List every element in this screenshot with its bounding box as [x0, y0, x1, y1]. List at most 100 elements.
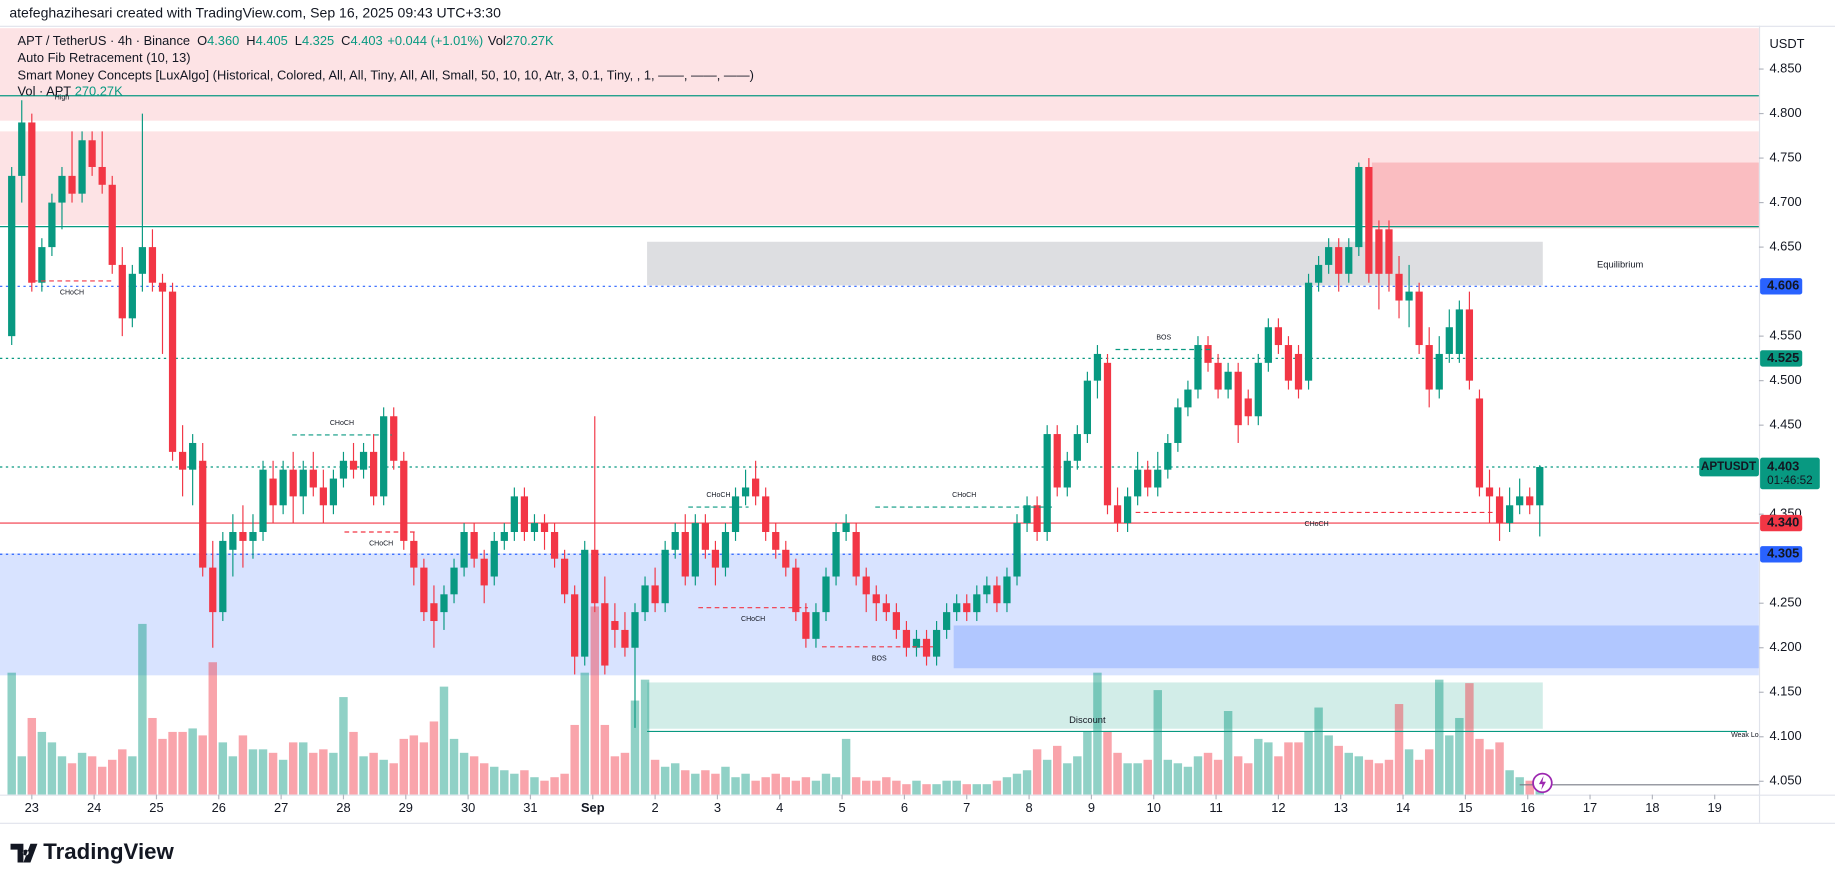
candle-body [621, 629, 629, 648]
price-tag [1760, 514, 1803, 532]
volume-bar [841, 738, 851, 795]
candle-body [1294, 353, 1303, 390]
volume-bar [1213, 759, 1223, 795]
candle-body [731, 496, 740, 532]
volume-bar [600, 724, 610, 795]
lightning-icon [1532, 772, 1553, 794]
volume-bar [530, 777, 539, 795]
candle-body [339, 460, 348, 479]
volume-bar [1053, 745, 1062, 795]
candle-body [138, 247, 147, 274]
candle-body [953, 603, 961, 613]
candle-body [480, 558, 488, 586]
price-tag-label: 4.525 [1767, 350, 1799, 365]
candle-body [78, 140, 86, 194]
volume-bar [409, 735, 419, 795]
candle-body [762, 496, 770, 532]
candle-body [932, 629, 941, 657]
volume-bar [721, 766, 730, 795]
candle-body [239, 531, 247, 541]
x-tick-label: 19 [1708, 800, 1722, 815]
volume-bar [1012, 773, 1022, 795]
candle-body [108, 184, 116, 265]
candle-body [1395, 273, 1403, 301]
volume-bar [620, 752, 630, 795]
candle-body [390, 416, 398, 461]
candle-body [1355, 166, 1363, 248]
volume-bar [670, 763, 680, 795]
candle-body [1264, 327, 1272, 363]
candle-body [510, 496, 518, 532]
annotation: Equilibrium [1597, 259, 1643, 269]
candle-body [8, 175, 16, 337]
volume-bar [590, 606, 600, 795]
candle-body [1375, 229, 1383, 274]
structure-label: BOS [872, 655, 887, 662]
candle-body [651, 585, 659, 604]
volume-bar [781, 777, 791, 795]
candle-body [1475, 398, 1484, 488]
indicator-label: Vol · APT 270.27K [18, 84, 124, 99]
volume-bar [309, 752, 318, 795]
y-tick-label: 4.100 [1769, 728, 1801, 743]
candle-body [1073, 434, 1081, 461]
indicator-label: Smart Money Concepts [LuxAlgo] (Historic… [18, 67, 754, 82]
candle-body [38, 247, 46, 283]
header-quote: APT / TetherUS · 4h · Binance O4.360 H4.40… [18, 34, 554, 49]
volume-bar [1505, 770, 1514, 795]
candle-body [299, 469, 307, 497]
volume-bar [650, 759, 660, 795]
candle-body [279, 469, 287, 506]
y-tick-label: 4.650 [1769, 239, 1801, 254]
x-tick-label: 14 [1396, 800, 1410, 815]
volume-bar [379, 759, 388, 795]
candle-body [309, 469, 317, 488]
series-layer: CHoCH CHoCH CHoCH CHoCH CHoCH BOS CHoCH BOS CHoC… [0, 28, 1759, 795]
volume-bar [640, 679, 650, 795]
volume-bar [1002, 777, 1012, 795]
indicator-value: 270.27K [75, 84, 123, 99]
volume-bar [168, 731, 177, 795]
candle-body [1023, 505, 1031, 524]
candle-body [862, 576, 870, 595]
candle-body [1405, 291, 1413, 301]
x-tick-label: 27 [274, 800, 288, 815]
x-tick-label: 12 [1271, 800, 1285, 815]
volume-bar [831, 777, 841, 795]
volume-bar [1374, 763, 1384, 795]
quote-key: C [341, 34, 350, 49]
volume-bar [1123, 763, 1132, 795]
last-price-label: 4.403 [1767, 458, 1799, 473]
candle-body [943, 612, 951, 630]
volume-bar [741, 773, 750, 795]
volume-bar [1344, 752, 1353, 795]
volume-bar [228, 756, 238, 795]
volume-bar [439, 686, 449, 795]
candle-body [1425, 345, 1433, 390]
candle-body [641, 585, 649, 613]
zone [647, 682, 1543, 729]
candle-body [912, 638, 921, 648]
candle-body [158, 282, 167, 292]
volume-bar [892, 780, 901, 795]
candle-body [269, 478, 277, 506]
volume-bar [490, 766, 499, 795]
volume-bar [570, 724, 579, 795]
volume-bar [1515, 777, 1524, 795]
volume-bar [861, 780, 871, 795]
volume-bar [459, 752, 469, 795]
change: +0.044 (+1.01%) [387, 34, 483, 49]
volume-bar [479, 763, 489, 795]
candle-body [1003, 576, 1011, 604]
candle-body [209, 567, 217, 613]
last-price-symbol: APTUSDT [1701, 460, 1757, 473]
volume-bar [57, 756, 67, 795]
vol-value: 270.27K [506, 34, 554, 49]
volume-bar [1424, 749, 1434, 795]
y-tick-label: 4.850 [1769, 60, 1801, 75]
volume-bar [1042, 759, 1052, 795]
volume-bar [329, 752, 338, 795]
volume-bar [1032, 749, 1042, 795]
candle-body [48, 202, 56, 248]
candle-body [1244, 398, 1252, 417]
